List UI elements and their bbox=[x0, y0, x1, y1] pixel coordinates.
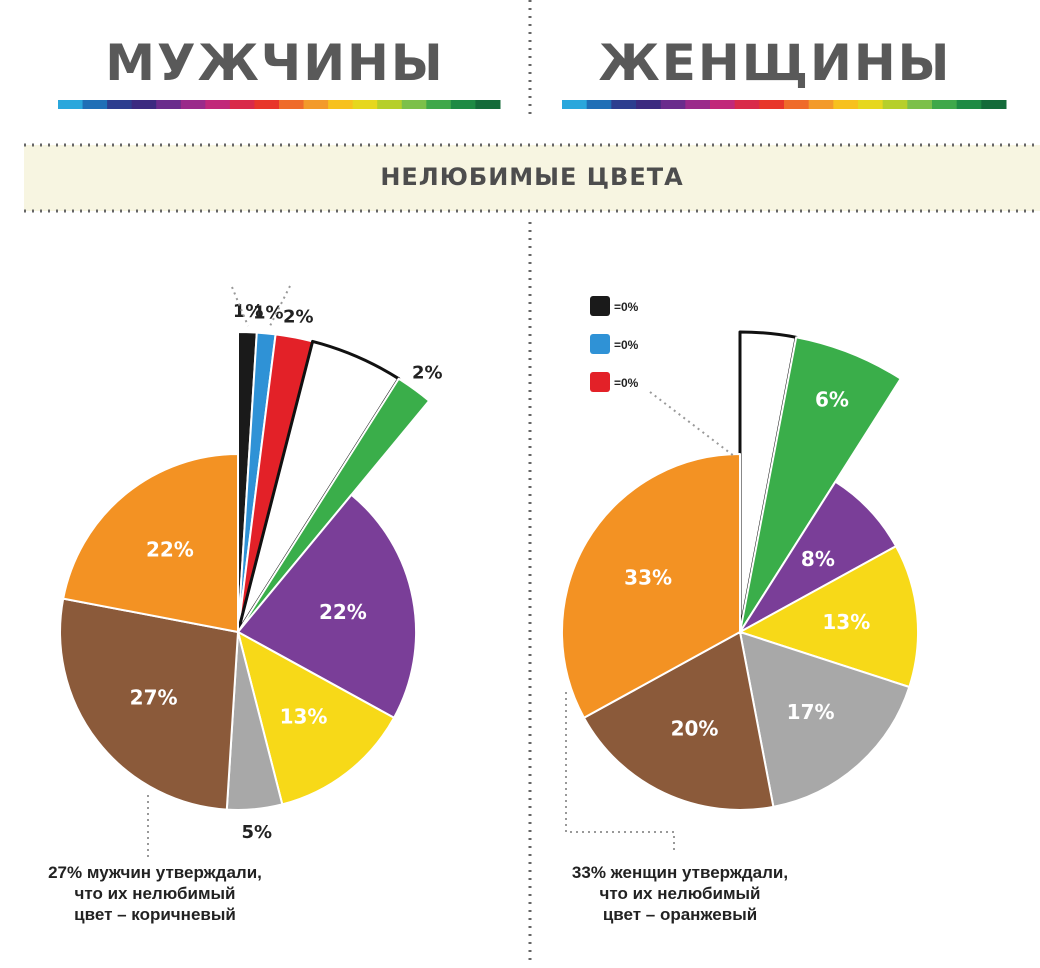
stripe-segment bbox=[107, 100, 133, 109]
slice-label-black: 1% bbox=[233, 301, 264, 322]
stripe-segment bbox=[759, 100, 785, 109]
leader-line-blue bbox=[269, 285, 291, 327]
stripe-segment bbox=[279, 100, 305, 109]
stripe-segment bbox=[710, 100, 736, 109]
slice-gray bbox=[739, 631, 911, 808]
section-title: НЕЛЮБИМЫЕ ЦВЕТА bbox=[380, 163, 684, 191]
stripe-segment bbox=[956, 100, 982, 109]
slice-brown bbox=[59, 597, 239, 811]
stripe-segment bbox=[660, 100, 686, 109]
legend-label-blue: =0% bbox=[614, 338, 639, 352]
stripe-segment bbox=[882, 100, 908, 109]
slice-purple bbox=[237, 493, 418, 719]
stripe-segment bbox=[808, 100, 834, 109]
stripe-segment bbox=[156, 100, 182, 109]
slice-orange bbox=[62, 453, 239, 633]
slice-label-orange: 22% bbox=[146, 538, 194, 562]
stripe-segment bbox=[636, 100, 662, 109]
stripe-segment bbox=[907, 100, 933, 109]
legend-swatch-black bbox=[590, 296, 610, 316]
stripe-segment bbox=[833, 100, 859, 109]
slice-yellow bbox=[739, 545, 919, 688]
stripe-segment bbox=[981, 100, 1007, 109]
stripe-segment bbox=[450, 100, 476, 109]
legend-swatch-blue bbox=[590, 334, 610, 354]
women-title: ЖЕНЩИНЫ bbox=[598, 34, 952, 92]
stripe-segment bbox=[734, 100, 760, 109]
slice-orange bbox=[560, 453, 741, 719]
slice-label-white: 3% bbox=[747, 371, 781, 395]
slice-brown bbox=[583, 631, 775, 811]
stripe-segment bbox=[401, 100, 427, 109]
women-title-stripe bbox=[562, 100, 1007, 109]
men-pie: 1%1% 2%5%2%22%13%5%27%22% bbox=[59, 301, 443, 843]
slice-label-blue: 1% bbox=[253, 302, 284, 323]
stripe-segment bbox=[611, 100, 637, 109]
stripe-segment bbox=[131, 100, 157, 109]
leader-line-black bbox=[231, 286, 249, 327]
men-caption: 27% мужчин утверждали, что их нелюбимый … bbox=[48, 863, 262, 924]
legend-label-black: =0% bbox=[614, 300, 639, 314]
slice-label-brown: 27% bbox=[130, 686, 178, 710]
stripe-segment bbox=[784, 100, 810, 109]
women-caption: 33% женщин утверждали, что их нелюбимый … bbox=[571, 863, 789, 924]
stripe-segment bbox=[229, 100, 255, 109]
stripe-segment bbox=[180, 100, 206, 109]
stripe-segment bbox=[932, 100, 958, 109]
stripe-segment bbox=[475, 100, 501, 109]
stripe-segment bbox=[426, 100, 452, 109]
slice-yellow bbox=[237, 631, 395, 806]
women-pie: 3% 6% 8% 13% 17% 20% 33% bbox=[560, 330, 919, 811]
slice-label-gray: 5% bbox=[242, 822, 273, 843]
slice-label-green: 6% bbox=[815, 388, 849, 412]
slice-label-purple: 22% bbox=[319, 600, 367, 624]
women-caption-leader bbox=[565, 692, 675, 852]
stripe-segment bbox=[685, 100, 711, 109]
stripe-segment bbox=[205, 100, 231, 109]
slice-label-red: 2% bbox=[283, 307, 314, 328]
legend-label-red: =0% bbox=[614, 376, 639, 390]
stripe-segment bbox=[586, 100, 612, 109]
slice-label-green: 2% bbox=[412, 363, 443, 384]
stripe-segment bbox=[562, 100, 588, 109]
legend-leader bbox=[649, 391, 735, 457]
slice-label-brown: 20% bbox=[671, 717, 719, 741]
section-band bbox=[24, 145, 1040, 211]
men-title: МУЖЧИНЫ bbox=[105, 34, 445, 92]
stripe-segment bbox=[858, 100, 884, 109]
legend-swatch-red bbox=[590, 372, 610, 392]
slice-purple bbox=[739, 480, 897, 633]
slice-label-white: 5% bbox=[320, 391, 354, 415]
slice-label-purple: 8% bbox=[801, 547, 835, 571]
men-title-stripe bbox=[58, 100, 501, 109]
stripe-segment bbox=[58, 100, 84, 109]
stripe-segment bbox=[377, 100, 403, 109]
stripe-segment bbox=[303, 100, 329, 109]
slice-label-yellow: 13% bbox=[280, 704, 328, 728]
slice-label-yellow: 13% bbox=[822, 610, 870, 634]
slice-green bbox=[739, 336, 902, 633]
slice-label-gray: 17% bbox=[787, 700, 835, 724]
slice-label-orange: 33% bbox=[624, 566, 672, 590]
stripe-segment bbox=[328, 100, 354, 109]
slice-green bbox=[237, 377, 431, 633]
stripe-segment bbox=[82, 100, 108, 109]
stripe-segment bbox=[352, 100, 378, 109]
stripe-segment bbox=[254, 100, 280, 109]
